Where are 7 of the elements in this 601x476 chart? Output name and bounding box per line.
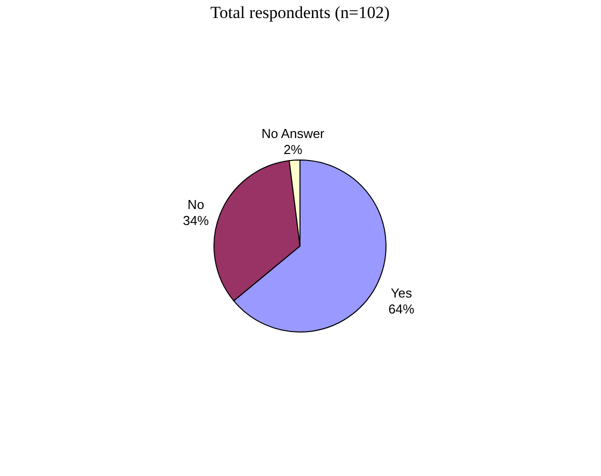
slice-label: No Answer xyxy=(262,126,326,142)
slice-label: Yes xyxy=(390,286,412,301)
slice-label: No xyxy=(188,196,204,212)
data-label: 64% xyxy=(388,302,415,317)
data-label: 34% xyxy=(182,212,210,228)
chart-title: Total respondents (n=102) xyxy=(210,3,390,22)
data-label: 2% xyxy=(284,142,303,158)
